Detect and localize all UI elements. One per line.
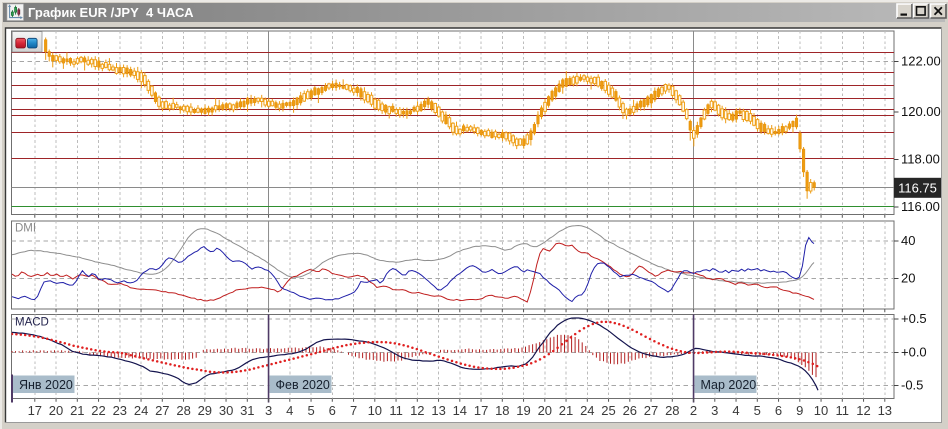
svg-text:26: 26	[623, 403, 637, 418]
svg-text:27: 27	[644, 403, 658, 418]
svg-text:13: 13	[878, 403, 892, 418]
svg-text:22: 22	[91, 403, 105, 418]
svg-text:17: 17	[474, 403, 488, 418]
svg-text:3: 3	[265, 403, 272, 418]
svg-text:2: 2	[690, 403, 697, 418]
svg-text:5: 5	[307, 403, 314, 418]
svg-text:DMI: DMI	[15, 223, 36, 235]
svg-text:29: 29	[198, 403, 212, 418]
svg-text:6: 6	[329, 403, 336, 418]
svg-text:График EUR /JPY 4 ЧАСА: График EUR /JPY 4 ЧАСА	[28, 5, 194, 20]
svg-text:10: 10	[368, 403, 382, 418]
svg-text:20: 20	[538, 403, 552, 418]
svg-text:5: 5	[754, 403, 761, 418]
svg-text:13: 13	[431, 403, 445, 418]
svg-text:30: 30	[219, 403, 233, 418]
svg-text:122.00: 122.00	[901, 54, 941, 69]
svg-text:12: 12	[856, 403, 870, 418]
svg-text:+0.5: +0.5	[901, 311, 927, 326]
svg-text:25: 25	[601, 403, 615, 418]
svg-text:6: 6	[775, 403, 782, 418]
svg-text:10: 10	[814, 403, 828, 418]
svg-text:21: 21	[70, 403, 84, 418]
svg-text:118.00: 118.00	[901, 152, 940, 167]
svg-text:20: 20	[901, 271, 915, 286]
svg-text:21: 21	[559, 403, 573, 418]
svg-text:11: 11	[836, 403, 850, 418]
svg-text:20: 20	[49, 403, 63, 418]
svg-text:MACD: MACD	[15, 317, 49, 329]
svg-text:Фев 2020: Фев 2020	[276, 378, 330, 392]
svg-text:+0.0: +0.0	[901, 345, 927, 360]
svg-text:28: 28	[665, 403, 679, 418]
svg-text:40: 40	[901, 233, 915, 248]
svg-text:17: 17	[28, 403, 42, 418]
svg-text:4: 4	[286, 403, 293, 418]
svg-text:Янв 2020: Янв 2020	[19, 378, 73, 392]
svg-text:19: 19	[516, 403, 530, 418]
svg-text:116.75: 116.75	[898, 180, 937, 195]
svg-text:116.00: 116.00	[901, 199, 940, 214]
svg-text:28: 28	[176, 403, 190, 418]
svg-text:24: 24	[580, 403, 594, 418]
svg-text:Мар 2020: Мар 2020	[701, 378, 757, 392]
svg-text:23: 23	[113, 403, 127, 418]
svg-text:-0.5: -0.5	[901, 378, 923, 393]
svg-text:7: 7	[350, 403, 357, 418]
svg-text:9: 9	[796, 403, 803, 418]
svg-text:11: 11	[389, 403, 403, 418]
svg-text:12: 12	[410, 403, 424, 418]
svg-text:3: 3	[711, 403, 718, 418]
svg-text:14: 14	[453, 403, 467, 418]
svg-text:27: 27	[155, 403, 169, 418]
svg-text:4: 4	[732, 403, 739, 418]
svg-text:24: 24	[134, 403, 148, 418]
svg-text:120.00: 120.00	[901, 104, 941, 119]
svg-text:18: 18	[495, 403, 509, 418]
svg-text:31: 31	[240, 403, 254, 418]
